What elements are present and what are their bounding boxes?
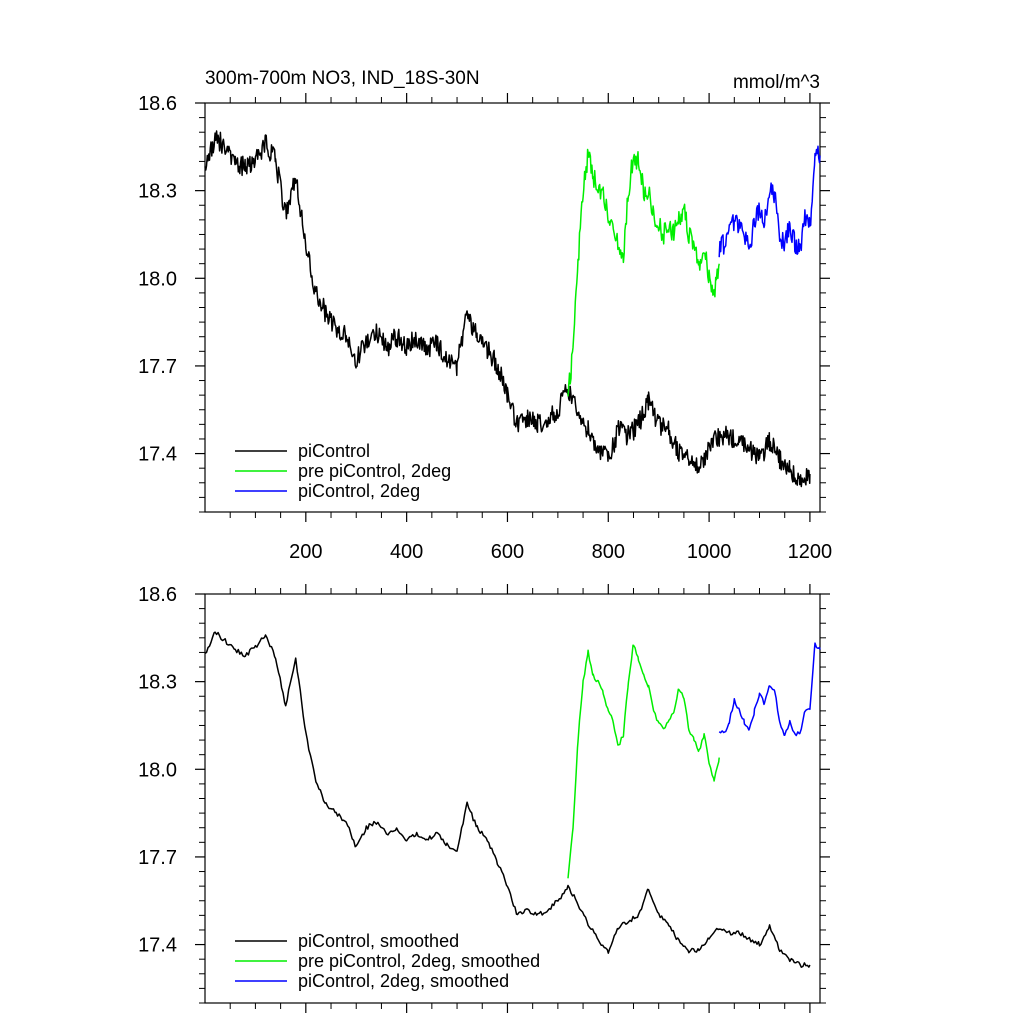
- xtick-label: 200: [289, 541, 322, 563]
- xtick-label: 1000: [687, 541, 732, 563]
- series-lines: [204, 130, 821, 488]
- chart-title: 300m-700m NO3, IND_18S-30N: [205, 68, 480, 89]
- chart-units: mmol/m^3: [733, 72, 820, 93]
- ytick-label: 18.0: [138, 268, 177, 290]
- legend: piControl, smoothed pre piControl, 2deg,…: [235, 931, 540, 991]
- panel-raw: 300m-700m NO3, IND_18S-30N mmol/m^3 17.4…: [138, 68, 832, 563]
- series-lines: [204, 631, 821, 968]
- legend-label-piControl-2deg: piControl, 2deg: [298, 481, 420, 501]
- legend: piControl pre piControl, 2deg piControl,…: [235, 441, 451, 501]
- ytick-label: 18.0: [138, 759, 177, 781]
- series-line-pre-picontrol-2deg: [567, 148, 720, 397]
- panel-smoothed: 17.4 17.7 18.0 18.3 18.6 piControl, smoothed…: [138, 584, 830, 1013]
- series-line-picontrol-smoothed: [204, 631, 811, 968]
- ytick-label: 17.7: [138, 356, 177, 378]
- ytick-label: 18.3: [138, 181, 177, 203]
- legend-label-piControl: piControl: [298, 441, 370, 461]
- legend-label-piControl-smoothed: piControl, smoothed: [298, 931, 459, 951]
- xtick-label: 800: [592, 541, 625, 563]
- ytick-label: 18.6: [138, 93, 177, 115]
- legend-label-pre-piControl-2deg-smoothed: pre piControl, 2deg, smoothed: [298, 951, 540, 971]
- ytick-label: 17.7: [138, 847, 177, 869]
- series-line-picontrol-2deg-smoothed: [718, 642, 821, 737]
- series-line-picontrol: [204, 130, 811, 488]
- legend-label-piControl-2deg-smoothed: piControl, 2deg, smoothed: [298, 971, 509, 991]
- series-line-pre-picontrol-2deg-smoothed: [567, 644, 720, 879]
- xtick-label: 600: [491, 541, 524, 563]
- ytick-label: 17.4: [138, 935, 177, 957]
- ytick-label: 17.4: [138, 444, 177, 466]
- axis-ticks: 17.4 17.7 18.0 18.3 18.6: [138, 584, 830, 1013]
- legend-label-pre-piControl-2deg: pre piControl, 2deg: [298, 461, 451, 481]
- ytick-label: 18.6: [138, 584, 177, 606]
- ytick-label: 18.3: [138, 672, 177, 694]
- xtick-label: 400: [390, 541, 423, 563]
- series-line-picontrol-2deg: [718, 145, 821, 258]
- axis-ticks: 17.4 17.7 18.0 18.3 18.6 200 400 600 800 1000 1200: [138, 93, 832, 563]
- xtick-label: 1200: [788, 541, 833, 563]
